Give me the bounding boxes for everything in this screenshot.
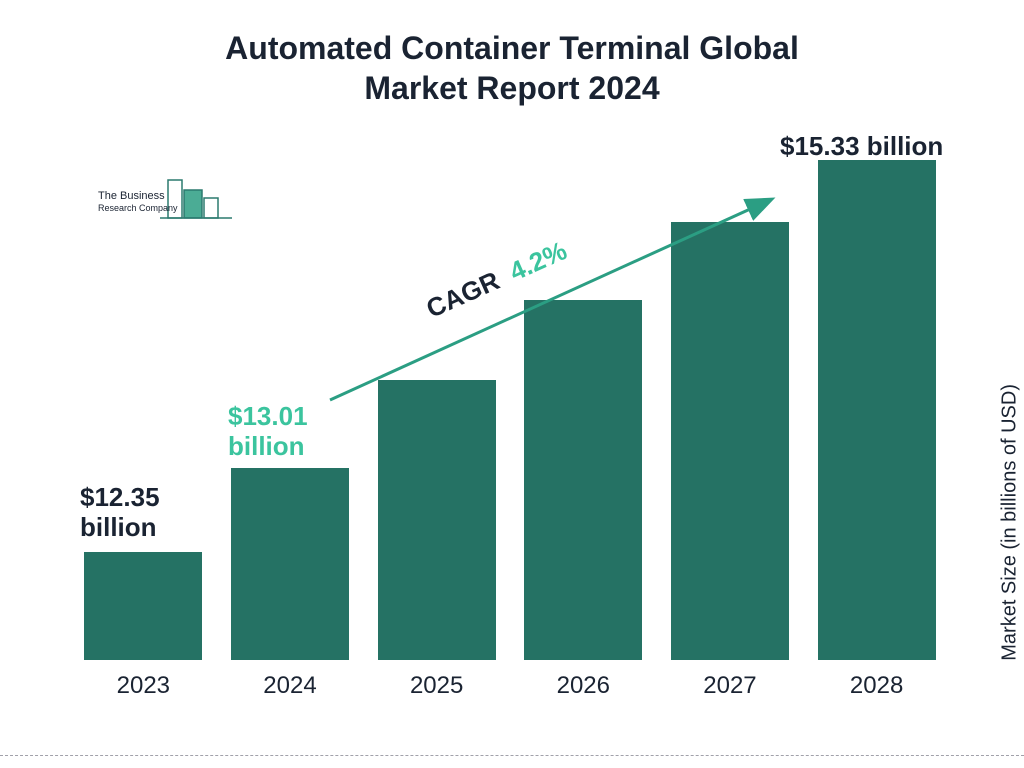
bar-2024	[231, 468, 349, 660]
value-label-2028: $15.33 billion	[780, 132, 943, 162]
value-2024-unit: billion	[228, 431, 305, 461]
value-2028-amount: $15.33 billion	[780, 131, 943, 161]
x-axis-labels: 2023 2024 2025 2026 2027 2028	[70, 672, 950, 700]
value-2023-unit: billion	[80, 512, 157, 542]
x-label-2027: 2027	[660, 672, 800, 700]
bar-wrap-2026	[513, 300, 653, 660]
y-axis-label: Market Size (in billions of USD)	[999, 384, 1022, 661]
bar-wrap-2028	[807, 160, 947, 660]
value-2024-amount: $13.01	[228, 401, 308, 431]
value-label-2024: $13.01 billion	[228, 402, 308, 462]
bar-wrap-2025	[367, 380, 507, 660]
bar-2025	[378, 380, 496, 660]
bar-wrap-2023	[73, 552, 213, 660]
x-label-2024: 2024	[220, 672, 360, 700]
bar-wrap-2027	[660, 222, 800, 660]
bar-2026	[524, 300, 642, 660]
x-label-2026: 2026	[513, 672, 653, 700]
value-label-2023: $12.35 billion	[80, 483, 160, 543]
x-label-2028: 2028	[807, 672, 947, 700]
chart-area: 2023 2024 2025 2026 2027 2028	[70, 160, 950, 700]
bar-2023	[84, 552, 202, 660]
title-line1: Automated Container Terminal Global	[225, 30, 799, 66]
title-line2: Market Report 2024	[364, 70, 659, 106]
bar-2027	[671, 222, 789, 660]
bar-wrap-2024	[220, 468, 360, 660]
chart-title: Automated Container Terminal Global Mark…	[0, 28, 1024, 108]
x-label-2025: 2025	[367, 672, 507, 700]
value-2023-amount: $12.35	[80, 482, 160, 512]
bars-container	[70, 160, 950, 660]
bar-2028	[818, 160, 936, 660]
footer-dashed-line	[0, 755, 1024, 756]
x-label-2023: 2023	[73, 672, 213, 700]
